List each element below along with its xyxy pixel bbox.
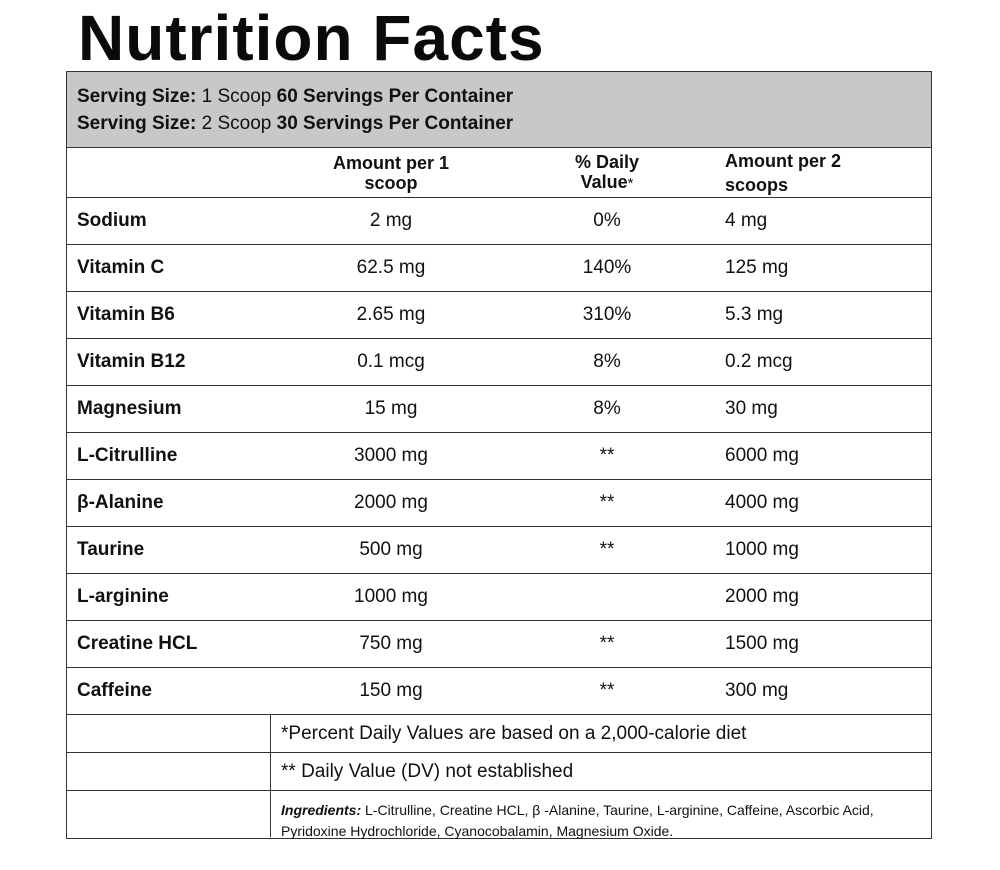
nutrient-rows: Sodium 2 mg 0% 4 mg Vitamin C 62.5 mg 140% 125 … [67, 198, 931, 715]
nutrition-panel: Serving Size: 1 Scoop 60 Servings Per Co… [66, 71, 932, 839]
ingredients: Ingredients: L-Citrulline, Creatine HCL,… [281, 791, 911, 839]
header-dv-star: * [627, 174, 634, 192]
serving-size-label: Serving Size: [77, 86, 197, 107]
note-dv-not-established: ** Daily Value (DV) not established [281, 760, 574, 782]
amount-2-scoops: 30 mg [725, 398, 778, 419]
amount-1-scoop: 2 mg [369, 210, 413, 231]
daily-value [537, 574, 677, 620]
note-spacer [67, 791, 271, 837]
table-row: Vitamin C 62.5 mg 140% 125 mg [67, 245, 931, 292]
note-percent-dv: *Percent Daily Values are based on a 2,0… [281, 722, 747, 744]
servings-per-container: 30 Servings Per Container [276, 113, 514, 134]
amount-1-scoop: 2.65 mg [356, 304, 426, 325]
ingredients-label: Ingredients: [281, 802, 362, 818]
table-row: Creatine HCL 750 mg ** 1500 mg [67, 621, 931, 668]
nutrient-name: β-Alanine [77, 492, 164, 513]
amount-2-scoops: 2000 mg [725, 586, 799, 607]
amount-1-scoop: 15 mg [364, 398, 418, 419]
table-row: Taurine 500 mg ** 1000 mg [67, 527, 931, 574]
amount-1-scoop: 3000 mg [354, 445, 428, 466]
amount-2-scoops: 0.2 mcg [725, 351, 793, 372]
daily-value: 0% [593, 210, 621, 231]
nutrient-name: Vitamin C [77, 257, 165, 278]
table-row: L-Citrulline 3000 mg ** 6000 mg [67, 433, 931, 480]
servings-per-container: 60 Servings Per Container [276, 86, 514, 107]
nutrient-name: Sodium [77, 210, 147, 231]
header-dv-line-2: Value [580, 171, 628, 192]
daily-value: 8% [593, 398, 621, 419]
daily-value: 310% [582, 304, 632, 325]
nutrient-name: Caffeine [77, 680, 152, 701]
table-row: Vitamin B12 0.1 mcg 8% 0.2 mcg [67, 339, 931, 386]
amount-2-scoops: 4000 mg [725, 492, 799, 513]
amount-2-scoops: 300 mg [725, 680, 789, 701]
daily-value: 8% [593, 351, 621, 372]
amount-2-scoops: 4 mg [725, 210, 768, 231]
amount-1-scoop: 2000 mg [354, 492, 428, 513]
amount-1-scoop: 150 mg [359, 680, 423, 701]
header-daily-value: % Daily Value* [537, 148, 677, 197]
note-spacer [67, 715, 271, 752]
amount-1-scoop: 0.1 mcg [357, 351, 425, 372]
header-dv-line-1: % Daily [574, 151, 640, 172]
amount-1-scoop: 62.5 mg [356, 257, 426, 278]
header-amount-2-line-2: scoops [725, 174, 789, 195]
amount-2-scoops: 5.3 mg [725, 304, 784, 325]
daily-value: 140% [582, 257, 632, 278]
table-header: Amount per 1 scoop % Daily Value* Amount p… [67, 148, 931, 198]
nutrient-name: Taurine [77, 539, 145, 560]
serving-line-1: Serving Size: 1 Scoop 60 Servings Per Co… [77, 83, 931, 110]
header-amount-1-scoop: Amount per 1 scoop [317, 148, 465, 197]
amount-1-scoop: 500 mg [359, 539, 423, 560]
nutrient-name: L-Citrulline [77, 445, 178, 466]
serving-size-label: Serving Size: [77, 113, 197, 134]
serving-size-value: 1 Scoop [201, 86, 272, 107]
nutrient-name: Vitamin B12 [77, 351, 186, 372]
serving-info: Serving Size: 1 Scoop 60 Servings Per Co… [67, 72, 931, 148]
serving-size-value: 2 Scoop [201, 113, 272, 134]
daily-value: ** [599, 633, 615, 654]
amount-2-scoops: 1500 mg [725, 633, 799, 654]
note-dv-row: ** Daily Value (DV) not established [67, 753, 931, 791]
amount-2-scoops: 1000 mg [725, 539, 799, 560]
daily-value: ** [599, 539, 615, 560]
table-row: Caffeine 150 mg ** 300 mg [67, 668, 931, 715]
table-row: Vitamin B6 2.65 mg 310% 5.3 mg [67, 292, 931, 339]
note-spacer [67, 753, 271, 790]
nutrient-name: L-arginine [77, 586, 169, 607]
amount-2-scoops: 125 mg [725, 257, 789, 278]
table-row: Magnesium 15 mg 8% 30 mg [67, 386, 931, 433]
ingredients-row: Ingredients: L-Citrulline, Creatine HCL,… [67, 791, 931, 839]
daily-value: ** [599, 445, 615, 466]
table-row: Sodium 2 mg 0% 4 mg [67, 198, 931, 245]
daily-value: ** [599, 492, 615, 513]
daily-value: ** [599, 680, 615, 701]
amount-1-scoop: 1000 mg [354, 586, 428, 607]
serving-line-2: Serving Size: 2 Scoop 30 Servings Per Co… [77, 110, 931, 137]
nutrient-name: Creatine HCL [77, 633, 198, 654]
nutrient-name: Magnesium [77, 398, 182, 419]
table-row: β-Alanine 2000 mg ** 4000 mg [67, 480, 931, 527]
header-amount-2-line-1: Amount per 2 [725, 150, 842, 171]
header-amount-2-scoops: Amount per 2 scoops [725, 148, 841, 197]
page-title: Nutrition Facts [78, 2, 545, 74]
nutrient-name: Vitamin B6 [77, 304, 175, 325]
header-amount-1-line-1: Amount per 1 [332, 152, 449, 173]
amount-1-scoop: 750 mg [359, 633, 423, 654]
ingredients-text: L-Citrulline, Creatine HCL, β -Alanine, … [281, 802, 874, 839]
table-row: L-arginine 1000 mg 2000 mg [67, 574, 931, 621]
amount-2-scoops: 6000 mg [725, 445, 799, 466]
note-percent-dv-row: *Percent Daily Values are based on a 2,0… [67, 715, 931, 753]
header-amount-1-line-2: scoop [364, 172, 418, 193]
